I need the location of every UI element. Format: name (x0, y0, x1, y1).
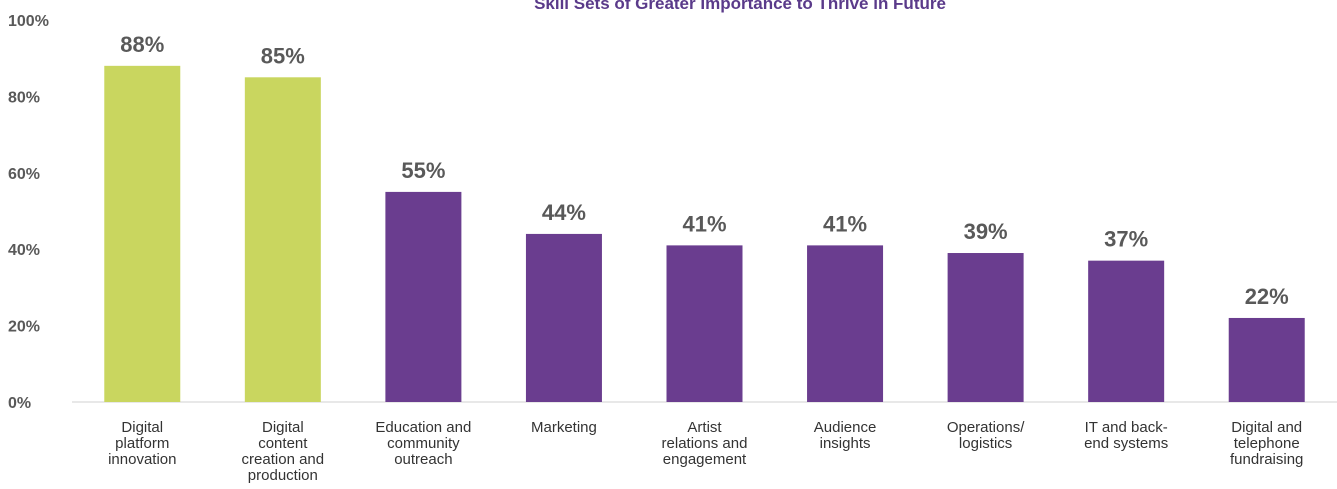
x-tick-label: IT and back-end systems (1084, 419, 1168, 452)
bar (947, 253, 1024, 402)
data-label: 39% (964, 219, 1008, 244)
x-tick-label: Digital and telephone fundraising (1230, 419, 1303, 468)
data-label: 41% (682, 211, 726, 236)
y-tick-label: 80% (8, 89, 40, 106)
bar (666, 245, 743, 402)
x-tick-label: Artist relations and engagement (662, 419, 748, 468)
data-label: 41% (823, 211, 867, 236)
y-tick-label: 100% (8, 13, 49, 30)
x-tick-label: Operations/logistics (947, 419, 1025, 452)
y-tick-label: 20% (8, 319, 40, 336)
bar (1228, 317, 1305, 402)
x-tick-label: Education and community outreach (375, 419, 471, 468)
bar (385, 191, 462, 402)
bar (104, 65, 181, 402)
y-tick-label: 60% (8, 166, 40, 183)
data-label: 44% (542, 200, 586, 225)
data-label: 55% (401, 158, 445, 183)
bar (244, 77, 321, 403)
data-label: 85% (261, 43, 305, 68)
data-label: 22% (1245, 284, 1289, 309)
data-label: 88% (120, 32, 164, 57)
x-tick-label: Marketing (531, 419, 597, 436)
data-label: 37% (1104, 227, 1148, 252)
x-tick-label: Digital platform innovation (108, 419, 176, 468)
chart-title: Skill Sets of Greater Importance to Thri… (534, 0, 946, 13)
x-tick-label: Audience insights (814, 419, 877, 452)
bar (525, 233, 602, 402)
y-tick-label: 40% (8, 242, 40, 259)
y-tick-label: 0% (8, 395, 31, 412)
bar (807, 245, 884, 402)
bar (1088, 260, 1165, 402)
x-tick-label: Digital content creation and production (242, 419, 325, 484)
